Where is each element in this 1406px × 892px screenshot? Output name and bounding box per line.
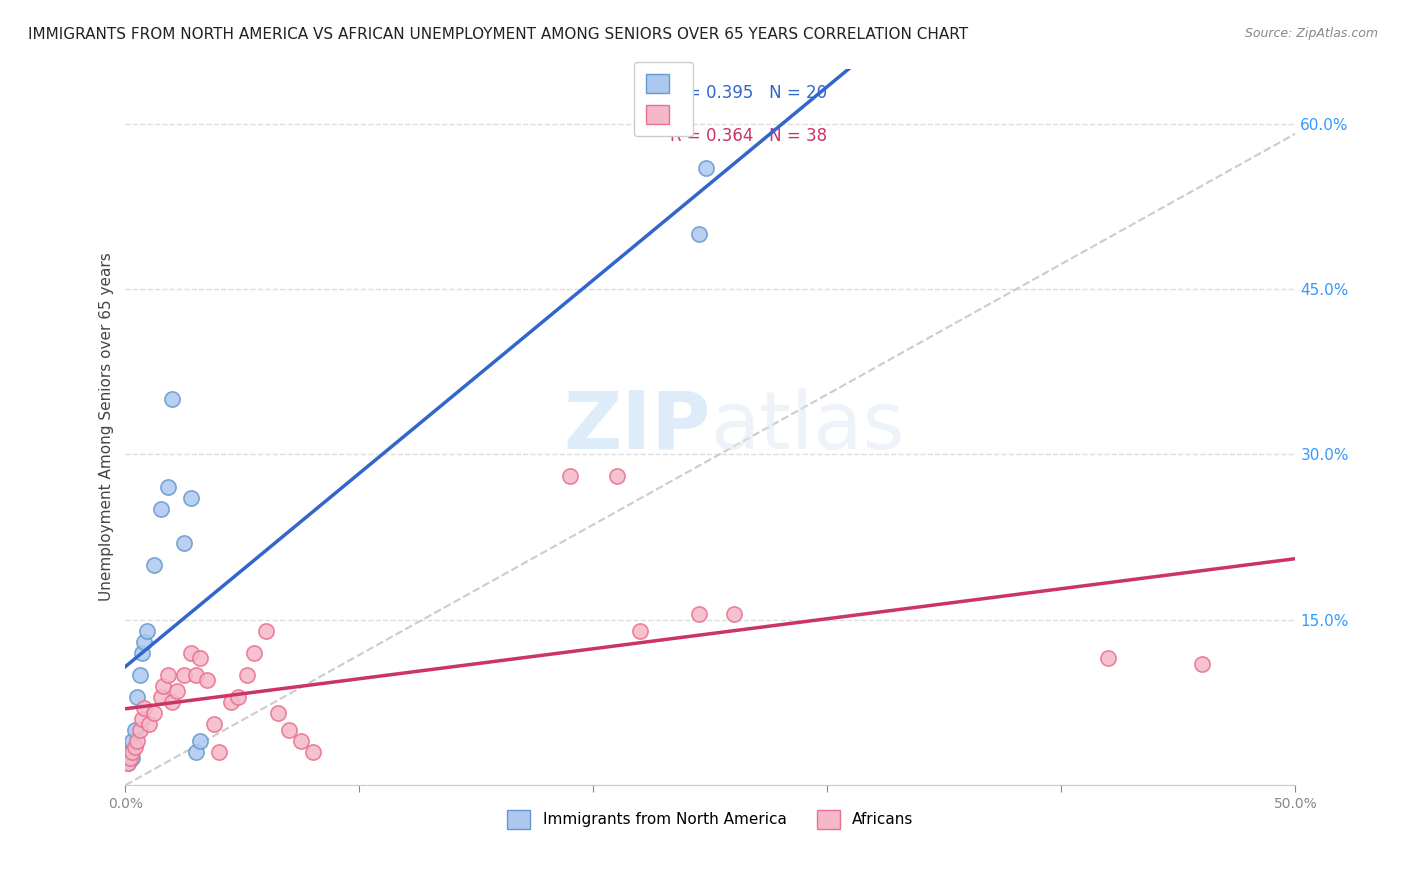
Point: [127, 734, 149, 748]
Text: IMMIGRANTS FROM NORTH AMERICA VS AFRICAN UNEMPLOYMENT AMONG SENIORS OVER 65 YEAR: IMMIGRANTS FROM NORTH AMERICA VS AFRICAN…: [28, 27, 969, 42]
Point: [152, 679, 174, 693]
Point: [695, 161, 717, 175]
Point: [226, 690, 249, 704]
Point: [1097, 651, 1119, 665]
Point: [127, 690, 149, 704]
Point: [188, 651, 211, 665]
Point: [128, 723, 150, 737]
Point: [723, 607, 745, 622]
Point: [180, 491, 202, 506]
Point: [558, 469, 581, 483]
Point: [188, 734, 211, 748]
Point: [134, 701, 156, 715]
Point: [184, 668, 207, 682]
Point: [121, 734, 143, 748]
Point: [208, 745, 231, 759]
Point: [149, 502, 172, 516]
Point: [202, 717, 225, 731]
Point: [124, 739, 146, 754]
Point: [606, 469, 628, 483]
Point: [121, 750, 143, 764]
Text: R = 0.364   N = 38: R = 0.364 N = 38: [669, 128, 827, 145]
Point: [254, 624, 277, 638]
Point: [156, 668, 179, 682]
Point: [142, 558, 165, 572]
Point: [173, 535, 195, 549]
Text: Source: ZipAtlas.com: Source: ZipAtlas.com: [1244, 27, 1378, 40]
Point: [243, 646, 266, 660]
Text: atlas: atlas: [710, 388, 905, 466]
Point: [142, 706, 165, 721]
Text: R = 0.395   N = 20: R = 0.395 N = 20: [669, 84, 827, 103]
Point: [131, 712, 153, 726]
Point: [290, 734, 312, 748]
Point: [124, 723, 146, 737]
Point: [278, 723, 301, 737]
Text: ZIP: ZIP: [564, 388, 710, 466]
Point: [134, 634, 156, 648]
Point: [149, 690, 172, 704]
Point: [117, 756, 139, 770]
Point: [173, 668, 195, 682]
Point: [128, 668, 150, 682]
Point: [628, 624, 651, 638]
Point: [195, 673, 218, 688]
Point: [131, 646, 153, 660]
Point: [117, 756, 139, 770]
Point: [162, 695, 184, 709]
Point: [138, 717, 160, 731]
Point: [266, 706, 288, 721]
Y-axis label: Unemployment Among Seniors over 65 years: Unemployment Among Seniors over 65 years: [100, 252, 114, 601]
Point: [688, 227, 710, 241]
Point: [135, 624, 157, 638]
Point: [156, 480, 179, 494]
Point: [121, 745, 143, 759]
Point: [120, 750, 142, 764]
Point: [301, 745, 323, 759]
Point: [1191, 657, 1213, 671]
Point: [184, 745, 207, 759]
Point: [162, 392, 184, 407]
Point: [219, 695, 242, 709]
Point: [180, 646, 202, 660]
Point: [688, 607, 710, 622]
Point: [120, 745, 142, 759]
Legend: Immigrants from North America, Africans: Immigrants from North America, Africans: [502, 804, 920, 835]
Point: [236, 668, 259, 682]
Point: [166, 684, 188, 698]
